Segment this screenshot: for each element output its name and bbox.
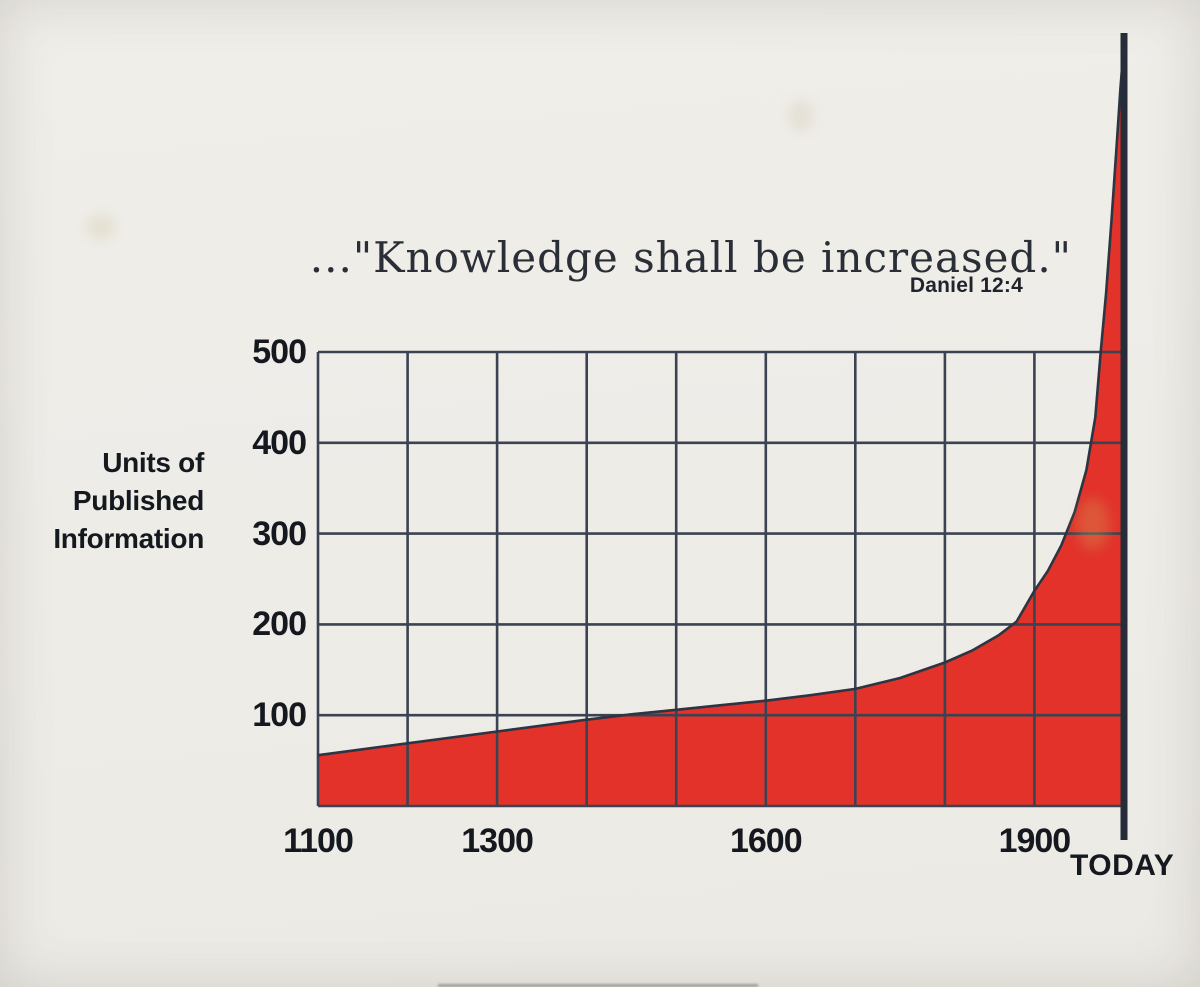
x-tick-label-1900: 1900 — [998, 822, 1072, 860]
scan-stain — [1076, 498, 1110, 550]
x-tick-label-1300: 1300 — [461, 822, 534, 860]
y-axis-title-line-3: Information — [53, 523, 204, 554]
x-tick-label-1600: 1600 — [729, 822, 803, 860]
scan-edge-artifact — [438, 984, 758, 987]
chart-title: ..."Knowledge shall be increased." — [309, 233, 1072, 282]
y-tick-label-400: 400 — [252, 423, 307, 462]
y-tick-label-200: 200 — [252, 605, 307, 644]
x-axis-today-label: TODAY — [1070, 849, 1175, 882]
growth-curve — [317, 43, 1126, 757]
y-axis-title-line-1: Units of — [102, 447, 204, 478]
y-tick-label-500: 500 — [252, 333, 307, 371]
y-axis-title-line-2: Published — [72, 485, 204, 516]
y-axis-title: Units of Published Information — [53, 444, 204, 558]
scripture-reference: Daniel 12:4 — [909, 274, 1023, 297]
y-tick-label-300: 300 — [252, 514, 307, 553]
scan-stain — [86, 214, 116, 240]
y-tick-label-100: 100 — [252, 696, 307, 735]
x-tick-label-1100: 1100 — [283, 822, 354, 860]
published-information-area — [318, 43, 1124, 807]
scan-stain — [788, 100, 814, 132]
